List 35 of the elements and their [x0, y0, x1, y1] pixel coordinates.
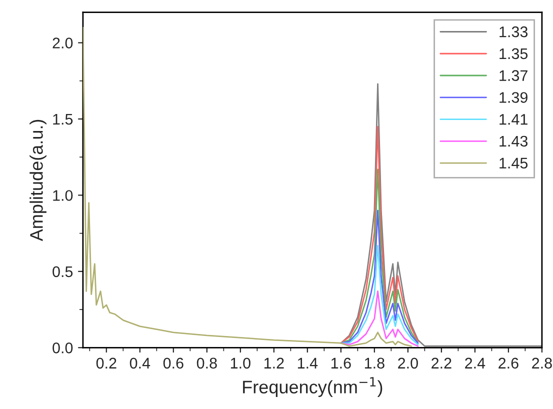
- x-tick-label: 2.4: [465, 358, 486, 368]
- legend-label: 1.37: [500, 70, 528, 82]
- line-series: [340, 168, 419, 344]
- legend-label: 1.39: [500, 92, 528, 103]
- x-tick-label: 2.2: [432, 358, 452, 368]
- legend-label: 1.45: [500, 158, 528, 169]
- x-tick-label: 1.4: [298, 358, 318, 368]
- x-tick-label: 2.8: [532, 358, 552, 369]
- y-tick-label: 2.0: [52, 38, 73, 48]
- x-tick-label: 1.2: [264, 358, 284, 368]
- y-tick-label: 1.0: [53, 190, 73, 201]
- x-tick-label: 1.6: [331, 358, 351, 369]
- line-series: [340, 210, 419, 344]
- y-axis-title: Amplitude(a.u.): [30, 120, 46, 242]
- y-tick-label: 0.0: [52, 342, 73, 354]
- x-tick-label: 0.2: [96, 358, 116, 369]
- x-tick-label: 0.8: [196, 358, 217, 369]
- x-axis-title: Frequency(nm$^{−1}$): [243, 377, 382, 398]
- line-series: [340, 83, 542, 347]
- x-tick-label: 2.0: [398, 358, 418, 369]
- x-tick-label: 0.4: [130, 358, 150, 369]
- line-series: [340, 290, 419, 347]
- line-series: [82, 26, 412, 347]
- y-tick-label: 1.5: [53, 114, 73, 125]
- x-tick-label: 1.0: [230, 358, 250, 369]
- x-tick-label: 1.8: [364, 358, 384, 369]
- y-tick-label: 0.5: [52, 266, 73, 278]
- legend-label: 1.33: [500, 26, 528, 38]
- line-series: [340, 126, 419, 344]
- x-tick-label: 0.6: [163, 358, 184, 369]
- line-series: [340, 244, 419, 346]
- legend-label: 1.35: [500, 48, 528, 60]
- legend-label: 1.41: [500, 114, 528, 125]
- x-tick-label: 2.6: [498, 358, 518, 369]
- legend-label: 1.43: [500, 136, 528, 147]
